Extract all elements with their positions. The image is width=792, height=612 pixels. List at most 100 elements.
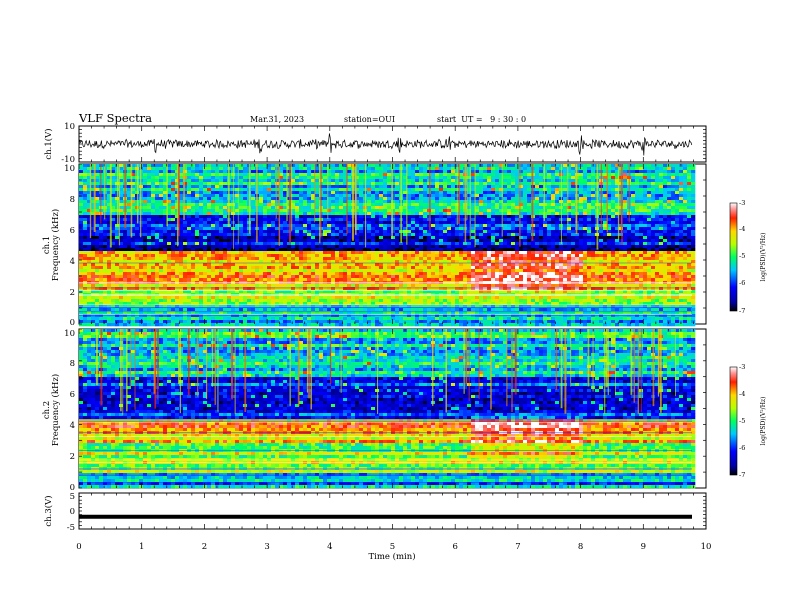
spectrogram-cell	[163, 167, 168, 171]
spectrogram-cell	[647, 179, 652, 183]
spectrogram-cell	[367, 215, 372, 219]
spectrogram-cell	[451, 179, 456, 183]
spectrogram-cell	[415, 191, 420, 195]
spectrogram-cell	[603, 173, 608, 177]
spectrogram-cell	[327, 248, 332, 252]
spectrogram-cell	[611, 185, 616, 189]
spectrogram-cell	[523, 203, 528, 207]
spectrogram-cell	[87, 185, 92, 189]
spectrogram-cell	[275, 209, 280, 213]
spectrogram-cell	[603, 176, 608, 180]
spectrogram-cell	[243, 203, 248, 207]
spectrogram-cell	[535, 170, 540, 174]
spectrogram-cell	[243, 230, 248, 234]
spectrogram-cell	[523, 245, 528, 249]
spectrogram-cell	[143, 248, 148, 252]
spectrogram-cell	[303, 170, 308, 174]
spectrogram-cell	[167, 191, 172, 195]
spectrogram-cell	[523, 239, 528, 243]
spectrogram-cell	[147, 182, 152, 186]
spectrogram-cell	[239, 236, 244, 240]
spectrogram-cell	[79, 239, 84, 243]
spectrogram-cell	[91, 233, 96, 237]
spectrogram-cell	[335, 191, 340, 195]
spectrogram-cell	[299, 248, 304, 252]
spectrogram-cell	[691, 173, 696, 177]
spectrogram-cell	[491, 203, 496, 207]
spectrogram-cell	[355, 221, 360, 225]
spectrogram-cell	[219, 224, 224, 228]
spectrogram-cell	[623, 257, 628, 261]
spectrogram-cell	[387, 197, 392, 201]
spectrogram-cell	[507, 170, 512, 174]
spectrogram-cell	[515, 173, 520, 177]
spectrogram-cell	[359, 209, 364, 213]
spectrogram-cell	[415, 167, 420, 171]
spectrogram-cell	[527, 215, 532, 219]
spectrogram-cell	[239, 251, 244, 255]
spectrogram-cell	[303, 197, 308, 201]
spectrogram-cell	[687, 209, 692, 213]
spectrogram-cell	[271, 257, 276, 261]
spectrogram-cell	[367, 254, 372, 258]
spectrogram-cell	[219, 164, 224, 168]
spectrogram-cell	[539, 191, 544, 195]
spectrogram-cell	[387, 164, 392, 168]
spectrogram-cell	[487, 242, 492, 246]
spectrogram-cell	[411, 185, 416, 189]
spectrogram-cell	[295, 230, 300, 234]
spectrogram-cell	[267, 221, 272, 225]
spectrogram-cell	[687, 218, 692, 222]
spectrogram-cell	[607, 227, 612, 231]
spectrogram-cell	[319, 242, 324, 246]
spectrogram-cell	[263, 239, 268, 243]
spectrogram-cell	[303, 221, 308, 225]
spectrogram-cell	[331, 173, 336, 177]
spectrogram-cell	[467, 251, 472, 255]
spectrogram-cell	[179, 212, 184, 216]
spectrogram-cell	[359, 173, 364, 177]
spectrogram-cell	[259, 164, 264, 168]
spectrogram-cell	[651, 248, 656, 252]
spectrogram-cell	[647, 197, 652, 201]
spectrogram-cell	[471, 197, 476, 201]
spectrogram-cell	[291, 257, 296, 261]
spectrogram-cell	[243, 254, 248, 258]
spectrogram-cell	[151, 233, 156, 237]
spectrogram-cell	[647, 233, 652, 237]
spectrogram-cell	[267, 197, 272, 201]
spectrogram-cell	[151, 170, 156, 174]
spectrogram-cell	[495, 182, 500, 186]
spectrogram-cell	[523, 191, 528, 195]
spectrogram-cell	[143, 164, 148, 168]
spectrogram-cell	[583, 242, 588, 246]
spectrogram-cell	[347, 212, 352, 216]
spectrogram-cell	[631, 212, 636, 216]
spectrogram-cell	[135, 260, 140, 264]
spectrogram-cell	[491, 221, 496, 225]
spectrogram-cell	[243, 200, 248, 204]
spectrogram-cell	[359, 197, 364, 201]
spectrogram-cell	[295, 176, 300, 180]
spectrogram-cell	[231, 236, 236, 240]
spectrogram-cell	[303, 173, 308, 177]
spectrogram-cell	[511, 257, 516, 261]
spectrogram-cell	[391, 182, 396, 186]
spectrogram-cell	[119, 245, 124, 249]
spectrogram-cell	[643, 221, 648, 225]
spectrogram-cell	[355, 176, 360, 180]
spectrogram-cell	[355, 203, 360, 207]
spectrogram-cell	[423, 230, 428, 234]
spectrogram-cell	[347, 227, 352, 231]
spectrogram-cell	[403, 185, 408, 189]
spectrogram-cell	[383, 164, 388, 168]
spectrogram-cell	[291, 251, 296, 255]
spectrogram-cell	[495, 197, 500, 201]
spectrogram-cell	[663, 212, 668, 216]
spectrogram-cell	[567, 173, 572, 177]
spectrogram-cell	[203, 251, 208, 255]
spectrogram-cell	[339, 167, 344, 171]
spectrogram-cell	[547, 233, 552, 237]
spectrogram-cell	[483, 239, 488, 243]
spectrogram-cell	[299, 200, 304, 204]
